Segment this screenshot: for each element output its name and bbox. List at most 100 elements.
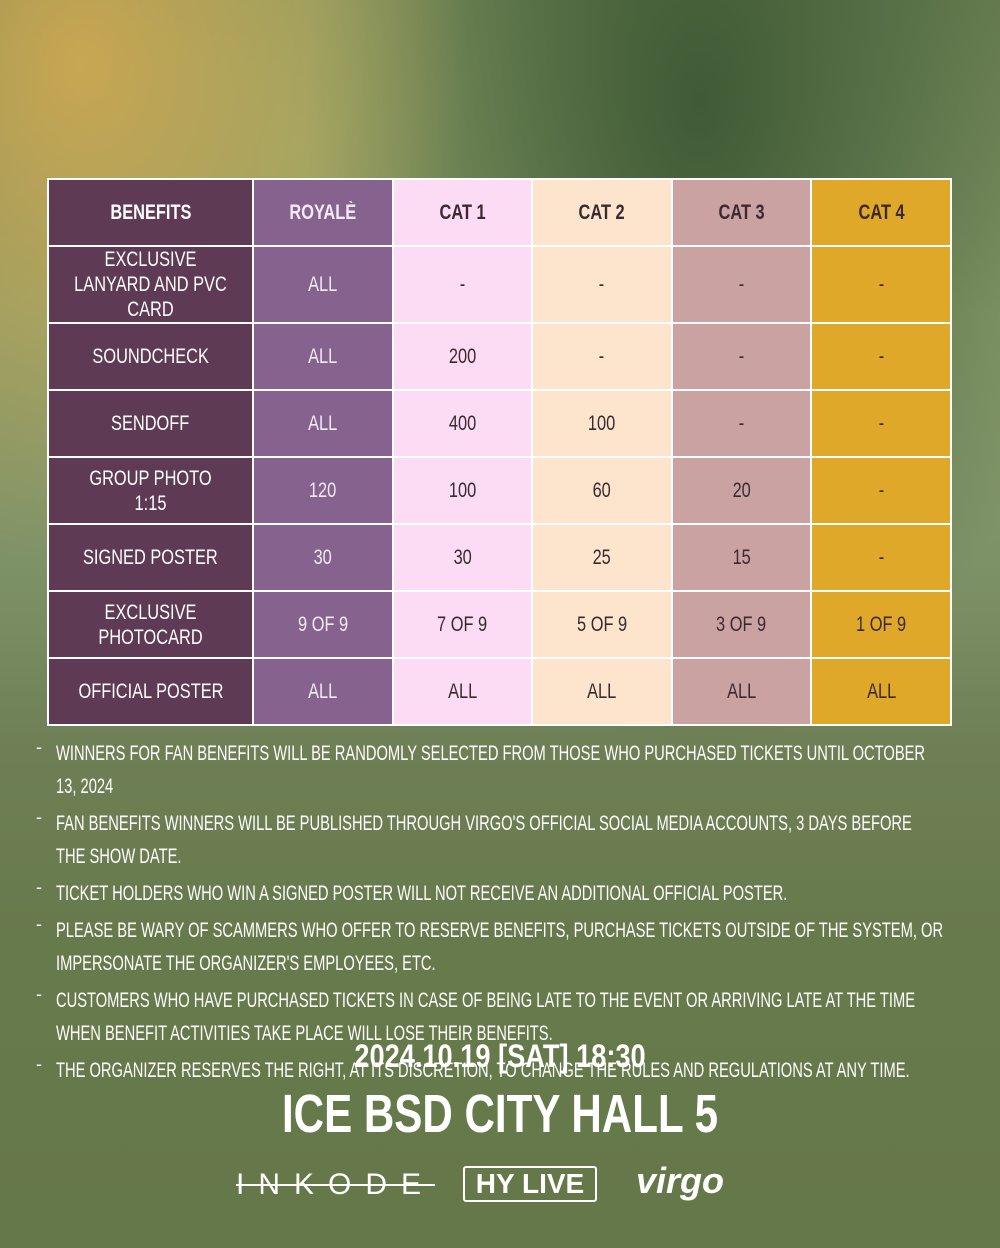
table-cell: SIGNED POSTER <box>47 523 254 592</box>
table-cell: ALL <box>252 322 394 391</box>
table-cell: 400 <box>391 389 534 458</box>
header-cell: CAT 3 <box>670 178 813 247</box>
cell-text: ALL <box>866 680 896 703</box>
table-cell: EXCLUSIVE LANYARD AND PVC CARD <box>47 245 254 324</box>
cell-text: - <box>738 273 745 296</box>
note-text: TICKET HOLDERS WHO WIN A SIGNED POSTER W… <box>56 882 788 905</box>
table-cell: 200 <box>391 322 534 391</box>
cell-text: SIGNED POSTER <box>83 546 218 569</box>
table-cell: 20 <box>670 456 813 525</box>
table-cell: 100 <box>391 456 534 525</box>
cell-text: - <box>878 273 884 296</box>
table-cell: 100 <box>531 389 673 458</box>
cell-text: SENDOFF <box>111 412 190 435</box>
cell-text: 20 <box>732 479 751 502</box>
cell-text: EXCLUSIVE LANYARD AND PVC CARD <box>74 248 227 321</box>
table-cell: EXCLUSIVE PHOTOCARD <box>47 590 254 659</box>
cell-text: 25 <box>592 546 612 569</box>
table-cell: - <box>391 245 534 324</box>
note-item: PLEASE BE WARY OF SCAMMERS WHO OFFER TO … <box>36 914 1000 980</box>
cell-text: - <box>878 479 884 502</box>
cell-text: 100 <box>588 412 616 435</box>
cell-text: 7 OF 9 <box>437 613 488 636</box>
logo-virgo: virgo <box>636 1160 725 1201</box>
cell-text: 120 <box>309 479 337 502</box>
table-cell: - <box>670 389 813 458</box>
cell-text: CAT 1 <box>439 201 486 224</box>
cell-text: 9 OF 9 <box>297 613 348 636</box>
cell-text: CAT 4 <box>858 201 905 224</box>
cell-text: - <box>599 273 605 296</box>
table-cell: - <box>670 322 813 391</box>
table-cell: 9 OF 9 <box>252 590 394 659</box>
cell-text: 100 <box>448 479 477 502</box>
cell-text: 400 <box>448 412 477 435</box>
table-row: SIGNED POSTER 30 30 25 15 - <box>47 523 952 592</box>
header-cell: CAT 1 <box>391 178 534 247</box>
table-row: EXCLUSIVE PHOTOCARD 9 OF 9 7 OF 9 5 OF 9 3 O… <box>47 590 952 659</box>
event-venue: ICE BSD CITY HALL 5 <box>281 1084 719 1144</box>
table-cell: - <box>810 245 952 324</box>
cell-text: - <box>738 412 745 435</box>
note-item: WINNERS FOR FAN BENEFITS WILL BE RANDOML… <box>36 737 1000 803</box>
cell-text: 200 <box>448 345 477 368</box>
cell-text: 3 OF 9 <box>716 613 767 636</box>
event-datetime: 2024.10.19 [SAT] 18:30 <box>354 1038 646 1074</box>
table-row: SOUNDCHECK ALL 200 - - - <box>47 322 952 391</box>
cell-text: ALL <box>308 412 338 435</box>
header-cell: BENEFITS <box>47 178 254 247</box>
cell-text: 30 <box>313 546 332 569</box>
cell-text: GROUP PHOTO 1:15 <box>89 466 212 515</box>
note-item: FAN BENEFITS WINNERS WILL BE PUBLISHED T… <box>36 807 1000 873</box>
note-text: WINNERS FOR FAN BENEFITS WILL BE RANDOML… <box>56 742 926 798</box>
table-row: GROUP PHOTO 1:15 120 100 60 20 - <box>47 456 952 525</box>
cell-text: - <box>878 345 884 368</box>
table-cell: 30 <box>391 523 534 592</box>
table-row: EXCLUSIVE LANYARD AND PVC CARD ALL - - - - <box>47 245 952 324</box>
table-row: SENDOFF ALL 400 100 - - <box>47 389 952 458</box>
cell-text: - <box>599 345 605 368</box>
cell-text: ALL <box>587 680 617 703</box>
table-cell: ALL <box>252 245 394 324</box>
cell-text: OFFICIAL POSTER <box>77 680 224 703</box>
table-cell: - <box>810 456 952 525</box>
table-cell: 5 OF 9 <box>531 590 673 659</box>
header-cell: ROYALÈ <box>252 178 394 247</box>
cell-text: EXCLUSIVE PHOTOCARD <box>98 600 203 649</box>
cell-text: SOUNDCHECK <box>92 345 209 368</box>
cell-text: - <box>878 546 884 569</box>
cell-text: ALL <box>308 273 338 296</box>
table-cell: GROUP PHOTO 1:15 <box>47 456 254 525</box>
table-cell: - <box>531 245 673 324</box>
notes: WINNERS FOR FAN BENEFITS WILL BE RANDOML… <box>36 737 1000 1091</box>
cell-text: ALL <box>308 680 338 703</box>
table-cell: ALL <box>531 657 673 726</box>
header-cell: CAT 2 <box>531 178 673 247</box>
cell-text: ALL <box>308 345 338 368</box>
table-cell: 7 OF 9 <box>391 590 534 659</box>
note-item: THE ORGANIZER RESERVES THE RIGHT, AT ITS… <box>36 1054 1000 1087</box>
table-cell: SENDOFF <box>47 389 254 458</box>
table-cell: ALL <box>252 657 394 726</box>
cell-text: 60 <box>592 479 612 502</box>
cell-text: 15 <box>732 546 751 569</box>
cell-text: 1 OF 9 <box>856 613 907 636</box>
table-cell: 15 <box>670 523 813 592</box>
table-cell: - <box>810 389 952 458</box>
cell-text: ALL <box>447 680 477 703</box>
cell-text: ALL <box>727 680 757 703</box>
note-text: PLEASE BE WARY OF SCAMMERS WHO OFFER TO … <box>56 919 944 975</box>
table-cell: ALL <box>810 657 952 726</box>
table-cell: 120 <box>252 456 394 525</box>
table-cell: - <box>810 523 952 592</box>
note-item: TICKET HOLDERS WHO WIN A SIGNED POSTER W… <box>36 877 1000 910</box>
table-cell: - <box>810 322 952 391</box>
header-cell: CAT 4 <box>810 178 952 247</box>
table-cell: OFFICIAL POSTER <box>47 657 254 726</box>
cell-text: - <box>878 412 884 435</box>
cell-text: CAT 3 <box>718 201 765 224</box>
cell-text: - <box>459 273 466 296</box>
table-cell: ALL <box>252 389 394 458</box>
note-text: FAN BENEFITS WINNERS WILL BE PUBLISHED T… <box>56 812 912 868</box>
note-item: CUSTOMERS WHO HAVE PURCHASED TICKETS IN … <box>36 984 1000 1050</box>
